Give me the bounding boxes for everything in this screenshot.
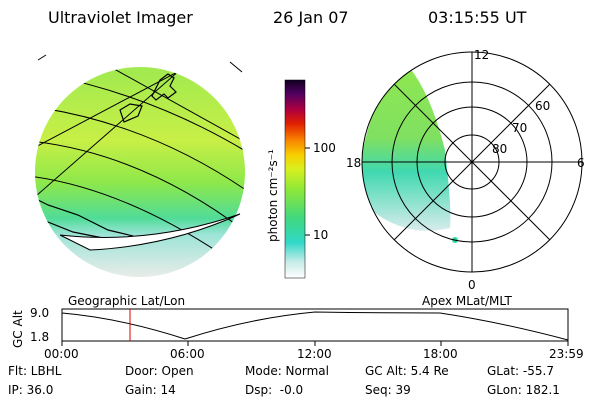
strip-xtick-0600: 06:00	[170, 347, 205, 361]
strip-xtick-2359: 23:59	[549, 347, 584, 361]
date: 26 Jan 07	[273, 8, 349, 27]
altitude-strip	[61, 308, 569, 346]
strip-xtick-1800: 18:00	[423, 347, 458, 361]
footer-ip: IP: 36.0	[8, 383, 54, 397]
strip-ytick-low: 1.8	[30, 330, 50, 344]
mlt-label-18: 18	[346, 156, 362, 170]
footer-door: Door: Open	[125, 364, 194, 378]
mlt-label-12: 12	[474, 48, 490, 62]
lat-label-60: 60	[535, 99, 551, 113]
colorbar-tick-10: 10	[313, 228, 329, 242]
colorbar-unit-label: photon cm⁻²s⁻¹	[266, 149, 280, 242]
lat-label-80: 80	[492, 142, 508, 156]
geographic-image	[35, 54, 245, 277]
strip-xtick-1200: 12:00	[297, 347, 332, 361]
strip-ytick-high: 9.0	[30, 306, 50, 320]
geo-title: Geographic Lat/Lon	[68, 294, 186, 308]
title: Ultraviolet Imager	[48, 8, 193, 27]
colorbar-tick-100: 100	[313, 141, 336, 155]
footer-glat: GLat: -55.7	[487, 364, 554, 378]
colorbar	[284, 79, 306, 279]
strip-xtick-0000: 00:00	[44, 347, 79, 361]
time: 03:15:55 UT	[428, 8, 527, 27]
footer-gc-alt: GC Alt: 5.4 Re	[365, 364, 449, 378]
footer-mode: Mode: Normal	[245, 364, 329, 378]
footer-seq: Seq: 39	[365, 383, 411, 397]
footer-flt: Flt: LBHL	[8, 364, 62, 378]
mlt-label-6: 6	[577, 156, 585, 170]
lat-label-70: 70	[512, 121, 528, 135]
polar-plot	[361, 51, 583, 273]
footer-dsp: Dsp: -0.0	[245, 383, 304, 397]
mlt-label-0: 0	[468, 278, 476, 292]
strip-ylabel: GC Alt	[11, 310, 25, 348]
footer-gain: Gain: 14	[125, 383, 176, 397]
footer-glon: GLon: 182.1	[487, 383, 560, 397]
polar-title: Apex MLat/MLT	[422, 294, 512, 308]
